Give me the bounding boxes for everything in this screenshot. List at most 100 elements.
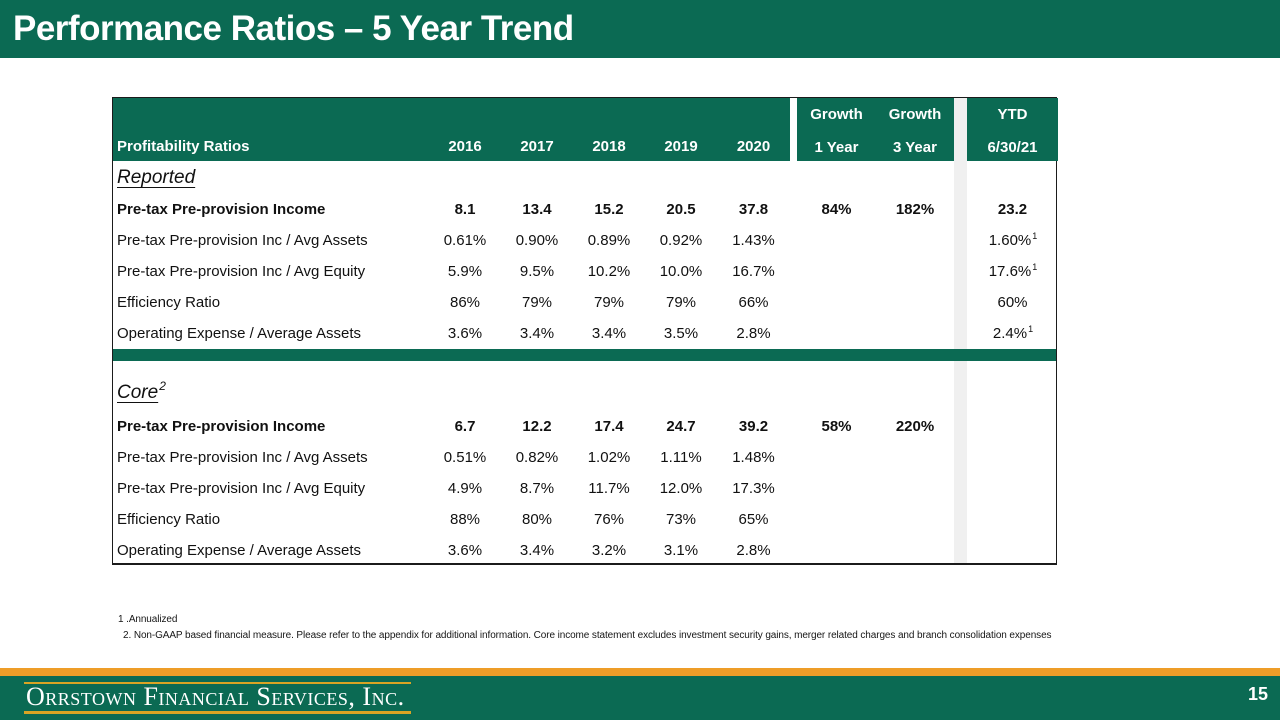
ytd-value	[967, 411, 1058, 442]
growth-3yr-value	[876, 225, 954, 256]
section-divider-bar	[113, 349, 1056, 361]
column-header-2016: 2016	[429, 98, 501, 161]
growth-3yr-value	[876, 442, 954, 473]
metric-row: Operating Expense / Average Assets 3.6% 3.…	[113, 318, 1056, 349]
ytd-footnote-marker: 1	[1032, 261, 1038, 272]
empty-cell	[954, 375, 967, 411]
empty-cell	[429, 375, 501, 411]
growth-3yr-value	[876, 535, 954, 566]
metric-value: 0.92%	[659, 232, 703, 249]
metric-label: Operating Expense / Average Assets	[117, 325, 362, 342]
metric-value: 8.1	[454, 201, 476, 218]
gap-cell	[790, 287, 797, 318]
metric-value: 3.2%	[591, 542, 627, 559]
gap-cell	[954, 256, 967, 287]
growth-3yr-value	[876, 318, 954, 349]
growth-1yr-line2: 1 Year	[814, 139, 859, 156]
metric-value: 3.4%	[519, 325, 555, 342]
metric-value: 20.5	[666, 201, 696, 218]
metric-value: 37.8	[738, 201, 769, 218]
ytd-footnote-marker: 1	[1028, 323, 1034, 334]
empty-cell	[573, 375, 645, 411]
metric-row: Operating Expense / Average Assets 3.6% 3.…	[113, 535, 1056, 566]
ytd-value: 60%	[997, 294, 1028, 311]
gap-cell	[790, 504, 797, 535]
metric-label: Pre-tax Pre-provision Income	[117, 201, 326, 218]
ytd-value: 17.6% 1	[988, 261, 1038, 281]
growth-1yr-value	[797, 225, 876, 256]
ytd-line2: 6/30/21	[987, 139, 1038, 156]
growth-3yr-line2: 3 Year	[893, 139, 937, 156]
metric-value: 16.7%	[732, 263, 775, 280]
growth-3yr-value	[876, 287, 954, 318]
metric-value: 1.48%	[732, 449, 775, 466]
metric-row: Pre-tax Pre-provision Inc / Avg Equity 4.…	[113, 473, 1056, 504]
metric-value: 11.7%	[588, 480, 630, 497]
gap-cell	[954, 411, 967, 442]
column-header-growth-3yr: Growth 3 Year	[876, 98, 954, 161]
metric-value: 73%	[665, 511, 697, 528]
growth-3yr-line1: Growth	[888, 106, 942, 123]
metric-value: 2.8%	[736, 325, 771, 342]
footnotes: 1 .Annualized 2. Non-GAAP based financia…	[118, 612, 1258, 643]
metric-value: 3.6%	[447, 325, 483, 342]
growth-1yr-value	[797, 535, 876, 566]
metric-value: 79%	[521, 294, 553, 311]
metric-value: 1.43%	[732, 232, 775, 249]
empty-cell	[797, 161, 876, 194]
metric-value: 12.2	[522, 418, 552, 435]
header-gap	[790, 98, 797, 161]
empty-cell	[717, 161, 790, 194]
metric-value: 3.4%	[591, 325, 627, 342]
ytd-value: 23.2	[997, 201, 1028, 218]
metric-value: 4.9%	[447, 480, 483, 497]
gap-cell	[790, 194, 797, 225]
gap-cell	[954, 225, 967, 256]
column-header-2017: 2017	[501, 98, 573, 161]
empty-cell	[876, 161, 954, 194]
gap-cell	[790, 473, 797, 504]
metric-row: Pre-tax Pre-provision Inc / Avg Assets 0.…	[113, 442, 1056, 473]
empty-cell	[501, 375, 573, 411]
gap-cell	[790, 225, 797, 256]
page-title: Performance Ratios – 5 Year Trend	[13, 9, 574, 48]
empty-cell	[645, 161, 717, 194]
gap-cell	[954, 287, 967, 318]
footnote-2: 2. Non-GAAP based financial measure. Ple…	[123, 629, 1052, 641]
growth-1yr-value	[797, 256, 876, 287]
metric-value: 9.5%	[519, 263, 555, 280]
section-name: Core	[117, 382, 159, 403]
empty-cell	[876, 375, 954, 411]
header-gap-gray	[954, 98, 967, 161]
empty-cell	[797, 375, 876, 411]
profitability-ratios-table: Profitability Ratios 2016 2017 2018 2019…	[112, 97, 1058, 566]
growth-1yr-value	[797, 287, 876, 318]
empty-cell	[967, 161, 1058, 194]
empty-cell	[967, 375, 1058, 411]
metric-value: 3.1%	[663, 542, 699, 559]
metric-value: 3.6%	[447, 542, 483, 559]
gap-cell	[954, 473, 967, 504]
empty-cell	[501, 161, 573, 194]
empty-cell	[790, 375, 797, 411]
section-label: Core 2	[113, 375, 429, 411]
growth-3yr-value	[876, 256, 954, 287]
growth-3yr-value	[876, 504, 954, 535]
metric-value: 65%	[738, 511, 769, 528]
metric-value: 17.4	[594, 418, 624, 435]
metric-value: 80%	[521, 511, 553, 528]
footer-accent-bar	[0, 668, 1280, 676]
metric-value: 17.3%	[732, 480, 775, 497]
section-row: Reported	[113, 161, 1056, 194]
empty-cell	[717, 375, 790, 411]
section-row: Core 2	[113, 375, 1056, 411]
metric-label: Efficiency Ratio	[117, 294, 221, 311]
ytd-value	[967, 473, 1058, 504]
metric-label: Pre-tax Pre-provision Inc / Avg Equity	[117, 480, 366, 497]
growth-1yr-value: 58%	[821, 418, 852, 435]
metric-label: Operating Expense / Average Assets	[117, 542, 362, 559]
ytd-value: 1.60% 1	[988, 230, 1038, 250]
table-header-row: Profitability Ratios 2016 2017 2018 2019…	[113, 98, 1058, 161]
metric-value: 10.2%	[587, 263, 631, 280]
metric-value: 76%	[593, 511, 625, 528]
